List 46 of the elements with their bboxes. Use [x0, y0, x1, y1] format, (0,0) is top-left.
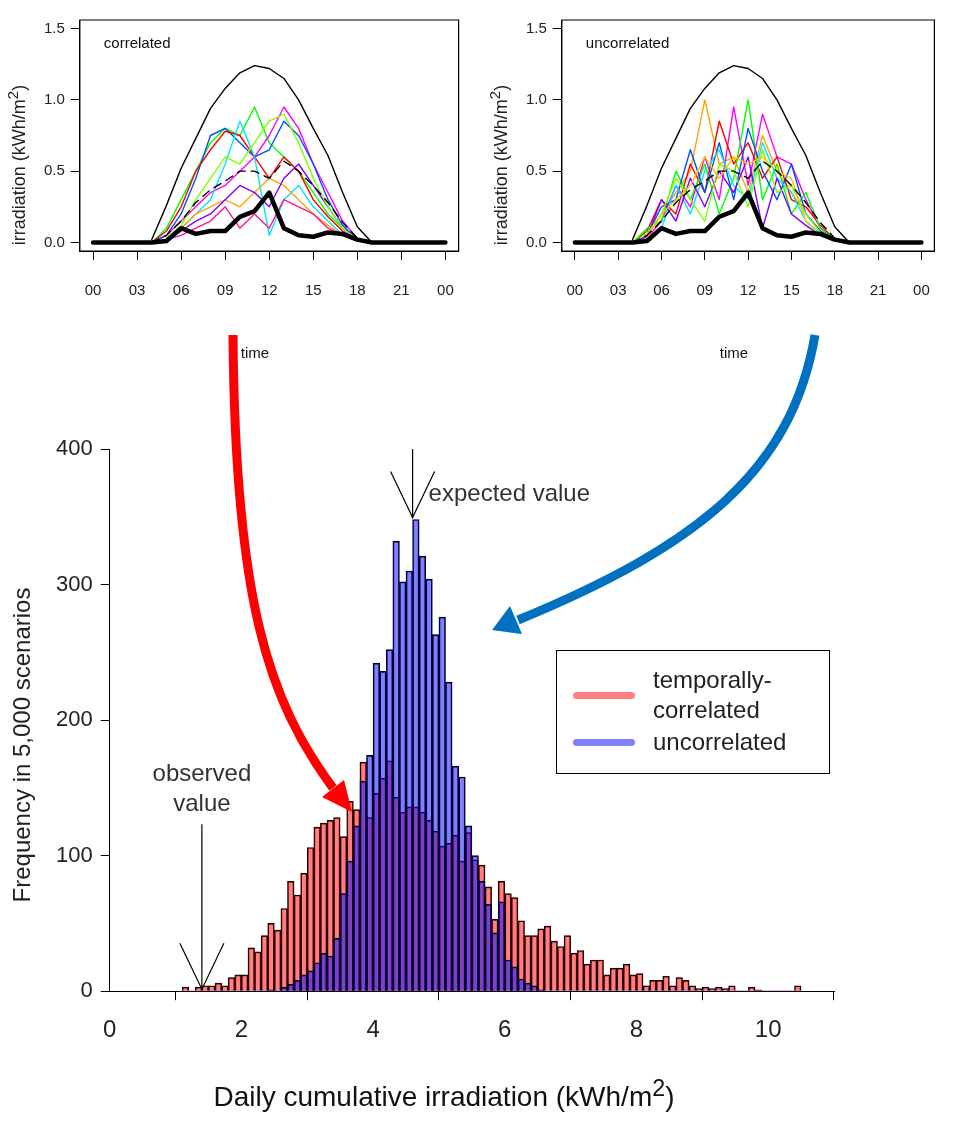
x-tick-label: 0 [103, 1015, 117, 1043]
x-tick-label: 4 [366, 1015, 380, 1043]
x-tick-label: 00 [566, 281, 584, 299]
x-tick-label: 2 [234, 1015, 249, 1043]
x-tick-label: 00 [437, 281, 454, 299]
y-tick-label: 0.5 [525, 161, 547, 179]
x-tick-label: 21 [393, 281, 410, 299]
y-axis-title: Frequency in 5,000 scenarios [8, 587, 36, 903]
x-tick-label: 12 [260, 281, 278, 299]
annotation: observed value [152, 758, 252, 816]
text: uncorrelated [585, 33, 670, 51]
x-tick-label: 18 [348, 281, 366, 299]
x-tick-label: 18 [826, 281, 844, 299]
y-tick-label: 0.5 [43, 161, 65, 179]
y-tick-label: 200 [55, 706, 93, 732]
x-axis-title: Daily cumulative irradiation (kWh/m$^{2}$) [212, 1075, 676, 1114]
x-tick-label: 15 [304, 281, 322, 299]
x-tick-label: 12 [739, 281, 757, 299]
x-tick-label: 00 [913, 281, 930, 299]
x-tick-label: 15 [783, 281, 800, 299]
y-tick-label: 400 [55, 435, 93, 461]
x-tick-label: 00 [84, 281, 102, 299]
y-tick-label: 0.0 [43, 232, 65, 250]
x-tick-label: 06 [653, 281, 670, 299]
x-tick-label: 21 [869, 281, 887, 299]
x-axis-title: time [239, 344, 271, 361]
x-tick-label: 8 [629, 1015, 644, 1043]
x-tick-label: 09 [216, 281, 234, 299]
text: correlated [103, 33, 171, 51]
x-axis-title: time [718, 344, 750, 361]
y-tick-label: 1.5 [525, 18, 547, 36]
y-tick-label: 1.0 [525, 89, 547, 107]
y-tick-label: 1.0 [43, 89, 65, 107]
x-tick-label: 06 [172, 281, 190, 299]
annotation: expected value [428, 479, 591, 506]
x-tick-label: 6 [498, 1015, 512, 1043]
y-tick-label: 0.0 [525, 232, 547, 250]
y-tick-label: 100 [55, 841, 93, 867]
x-tick-label: 09 [696, 281, 714, 299]
legend-label: uncorrelated [653, 727, 788, 757]
x-tick-label: 10 [754, 1015, 782, 1043]
x-tick-label: 03 [128, 281, 146, 299]
x-tick-label: 03 [609, 281, 627, 299]
y-tick-label: 300 [55, 570, 93, 596]
y-tick-label: 0 [80, 977, 93, 1003]
y-tick-label: 1.5 [43, 18, 65, 36]
